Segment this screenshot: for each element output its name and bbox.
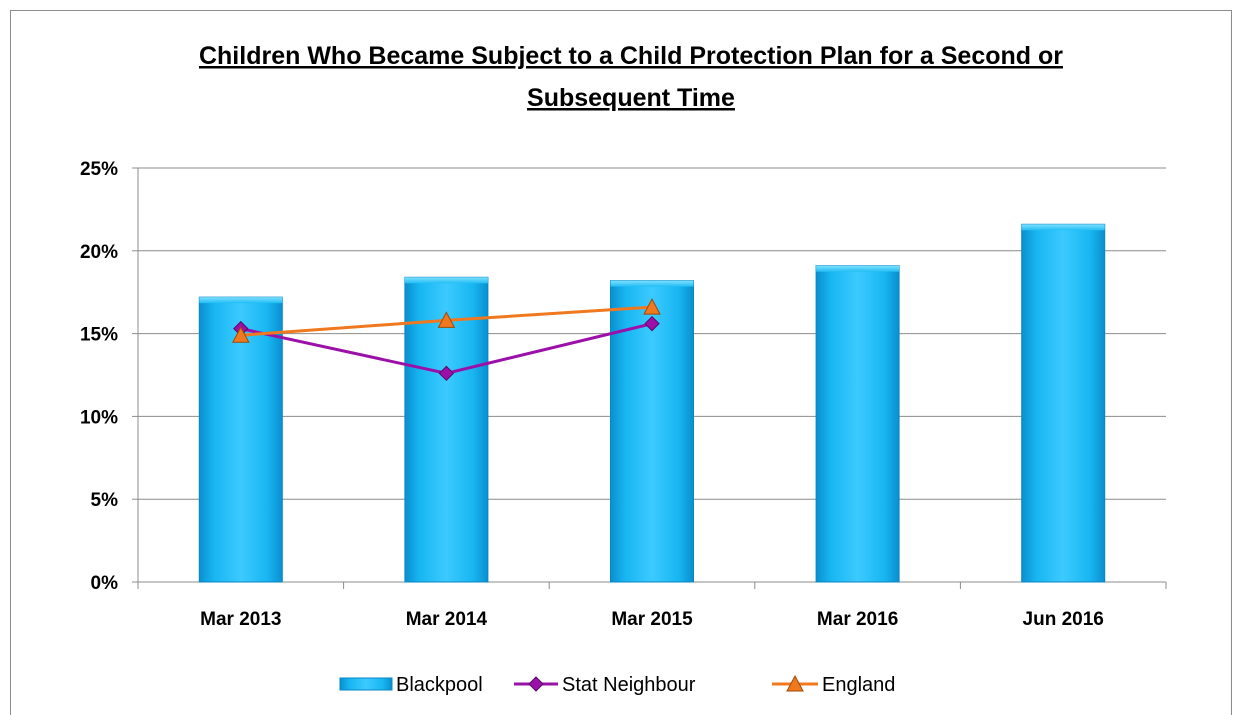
x-tick-label: Mar 2014 [406, 609, 488, 630]
chart-title-line-2: Subsequent Time [527, 84, 735, 112]
bar [198, 296, 283, 583]
y-axis: 0% 5% 10% 15% 20% 25% [80, 159, 139, 594]
bar-body [815, 265, 900, 583]
legend-marker-england [786, 674, 804, 692]
bar [815, 265, 900, 583]
x-tick-label: Mar 2016 [817, 609, 898, 630]
diamond-marker [644, 315, 660, 332]
bar-body [198, 296, 283, 583]
x-axis: Mar 2013 Mar 2014 Mar 2015 Mar 2016 Jun 2016 [137, 581, 1167, 630]
bar [1021, 223, 1106, 583]
y-tick-label: 20% [80, 242, 118, 263]
line-series [231, 298, 661, 382]
bar-top-highlight [610, 280, 694, 287]
y-tick-label: 5% [91, 490, 119, 511]
triangle-marker [231, 326, 250, 343]
x-tick-label: Jun 2016 [1023, 609, 1104, 630]
bar-top-highlight [1021, 224, 1105, 231]
bar-series-blackpool [198, 223, 1106, 583]
triangle-marker [437, 311, 456, 328]
y-tick-label: 0% [91, 573, 119, 594]
bar-top-highlight [199, 297, 283, 304]
diamond-marker [438, 365, 455, 382]
bar-body [1021, 223, 1106, 583]
bar-top-highlight [816, 265, 900, 272]
x-tick-label: Mar 2015 [611, 609, 693, 630]
chart-title-line-1: Children Who Became Subject to a Child P… [199, 42, 1063, 70]
legend-marker-stat-neighbour [528, 676, 544, 692]
chart-frame [10, 10, 1232, 715]
legend-label-stat-neighbour: Stat Neighbour [562, 674, 696, 696]
legend: Blackpool Stat Neighbour England [339, 674, 895, 696]
bar-top-highlight [404, 277, 488, 284]
bar [404, 276, 489, 583]
y-tick-label: 25% [80, 159, 118, 180]
legend-swatch-blackpool [339, 677, 393, 691]
y-tick-label: 10% [80, 407, 118, 428]
triangle-marker [643, 298, 661, 315]
y-tick-label: 15% [80, 325, 118, 346]
bar-body [404, 276, 489, 583]
x-tick-label: Mar 2013 [200, 609, 281, 630]
legend-label-blackpool: Blackpool [396, 674, 483, 696]
legend-label-england: England [822, 674, 895, 696]
